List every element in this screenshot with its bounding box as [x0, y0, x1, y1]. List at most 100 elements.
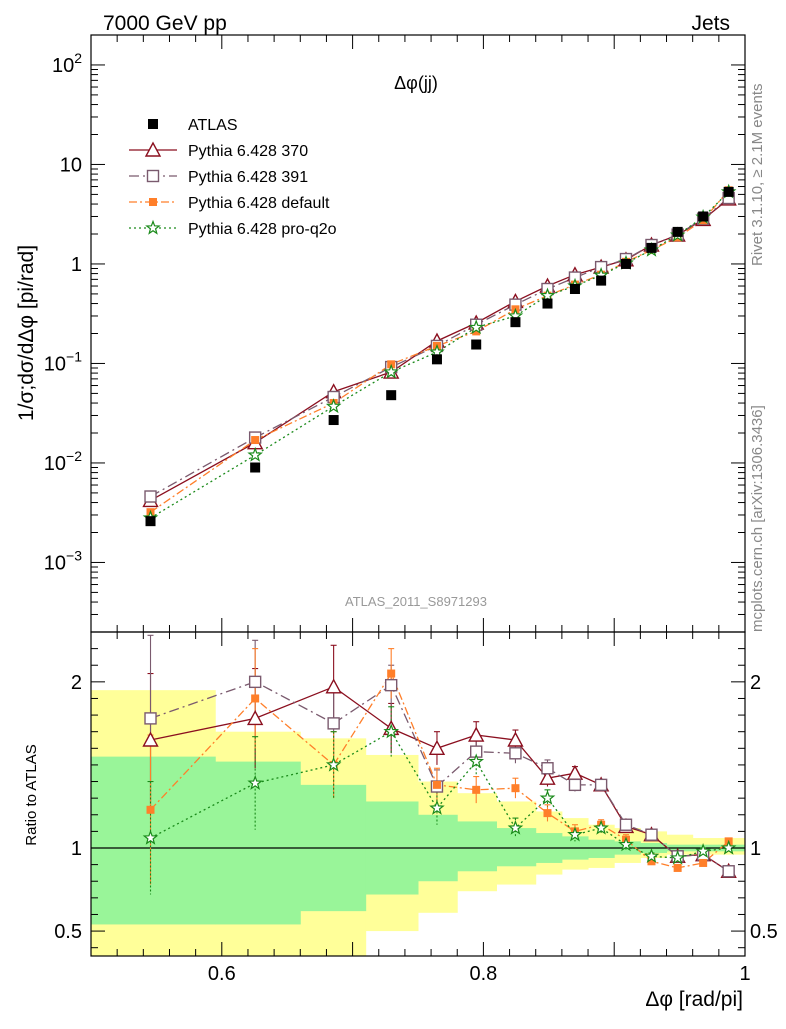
atlas-point-12	[672, 226, 683, 237]
ratio-point-s3-10	[618, 836, 634, 852]
legend-label-0: ATLAS	[188, 117, 238, 134]
ratio-point-s3-12	[669, 849, 686, 865]
atlas-point-4	[431, 354, 442, 365]
header-left-label: 7000 GeV pp	[103, 12, 227, 35]
ratio-point-s0-2	[325, 678, 342, 694]
atlas-point-13	[698, 211, 709, 222]
top-panel-series	[142, 183, 737, 527]
legend-label-3: Pythia 6.428 default	[188, 195, 330, 212]
ratio-point-s1-9	[594, 778, 608, 792]
ratio-point-s3-4	[429, 799, 445, 815]
ratio-ytick-right-0: 0.5	[750, 921, 778, 943]
legend-marker-1	[144, 141, 162, 157]
x-axis-label: Δφ [rad/pi]	[645, 988, 743, 1011]
ratio-bands	[91, 690, 746, 956]
ratio-point-s2-4	[432, 780, 441, 789]
ratio-point-s3-6	[507, 819, 524, 835]
legend-label-2: Pythia 6.428 391	[188, 169, 308, 186]
top-point-s3-7	[539, 287, 556, 303]
top-point-s2-1	[251, 436, 260, 445]
header-right-label: Jets	[691, 12, 730, 35]
atlas-point-6	[510, 317, 521, 328]
inner-band-9	[588, 839, 615, 858]
ratio-point-s2-6	[511, 784, 520, 793]
legend-label-1: Pythia 6.428 370	[188, 143, 308, 160]
top-y-axis-label: 1/σ;dσ/dΔφ [pi/rad]	[15, 245, 38, 421]
ratio-ytick-left-2: 2	[71, 672, 82, 694]
side-label-mcplots: mcplots.cern.ch [arXiv:1306.3436]	[749, 405, 766, 632]
top-panel-axes: 10−3 10−2 10−1 1 10 102	[44, 34, 746, 633]
ratio-point-s1-3	[384, 678, 398, 692]
ratio-point-s3-0	[142, 829, 159, 845]
ratio-point-s3-2	[325, 756, 342, 772]
ratio-ytick-right-1: 1	[750, 838, 761, 860]
x-tick-label-2: 1	[739, 963, 750, 985]
top-panel-title: Δφ(jj)	[394, 73, 438, 93]
atlas-point-10	[620, 258, 631, 269]
ratio-ytick-left-1: 1	[71, 838, 82, 860]
ratio-point-s2-12	[673, 863, 682, 872]
ratio-point-s2-5	[472, 785, 481, 794]
ratio-series	[142, 634, 737, 895]
atlas-point-1	[250, 462, 261, 473]
atlas-point-14	[723, 186, 734, 197]
atlas-point-5	[471, 339, 482, 350]
atlas-point-11	[646, 242, 657, 253]
ratio-point-s1-1	[248, 675, 262, 689]
ratio-point-s2-11	[647, 857, 656, 866]
ratio-point-s2-13	[699, 858, 708, 867]
ratio-point-s0-8	[566, 764, 584, 780]
ratio-point-s1-6	[509, 747, 522, 760]
side-label-rivet: Rivet 3.1.10, ≥ 2.1M events	[749, 84, 766, 267]
bottom-panel-frame	[90, 631, 746, 957]
ratio-point-s0-1	[246, 709, 264, 726]
top-ytick-label-2: 10−1	[44, 348, 82, 375]
inner-band-6	[496, 828, 537, 867]
ratio-point-s0-7	[539, 769, 556, 785]
ratio-point-s3-9	[593, 819, 609, 835]
atlas-point-8	[569, 284, 580, 295]
ratio-point-s3-7	[539, 789, 556, 805]
bottom-panel-axes: 0.6 0.8 10.5 0.51 12 2	[54, 632, 778, 985]
ratio-point-s3-11	[643, 848, 660, 864]
analysis-watermark: ATLAS_2011_S8971293	[345, 594, 487, 609]
x-tick-label-1: 0.8	[469, 963, 497, 985]
top-point-s3-3	[383, 363, 400, 379]
ratio-point-s0-4	[428, 739, 446, 756]
ratio-ytick-right-2: 2	[750, 672, 761, 694]
ratio-point-s2-7	[543, 809, 552, 818]
legend-marker-4	[145, 219, 161, 235]
top-point-s1-0	[144, 490, 157, 503]
ratio-ytick-left-0: 0.5	[54, 921, 82, 943]
top-ytick-label-1: 10−2	[44, 448, 82, 475]
ratio-point-s1-10	[619, 818, 633, 831]
top-ytick-label-4: 10	[60, 154, 82, 176]
ratio-point-s1-11	[645, 828, 658, 841]
atlas-point-9	[596, 275, 607, 286]
inner-band-5	[457, 821, 497, 872]
ratio-point-s1-2	[327, 717, 340, 730]
x-tick-label-0: 0.6	[208, 963, 236, 985]
top-point-s2-5	[472, 327, 481, 336]
ratio-point-s3-13	[695, 843, 711, 859]
ratio-point-s0-6	[507, 731, 524, 747]
top-point-s3-1	[247, 446, 263, 462]
top-point-s3-2	[325, 398, 342, 414]
atlas-point-3	[386, 390, 397, 401]
ratio-point-s1-8	[568, 778, 582, 792]
ratio-point-s1-0	[144, 712, 157, 725]
ratio-point-s3-8	[567, 826, 583, 842]
ratio-point-s2-1	[251, 694, 260, 703]
top-ytick-label-0: 10−3	[44, 547, 82, 574]
inner-band-1	[215, 761, 301, 925]
ratio-point-s1-14	[722, 865, 735, 878]
ratio-point-s3-1	[247, 774, 263, 790]
legend-marker-3	[149, 198, 157, 206]
legend-label-4: Pythia 6.428 pro-q2o	[188, 221, 337, 238]
ratio-point-s3-5	[468, 753, 485, 769]
legend-marker-2	[146, 169, 160, 183]
ratio-point-s3-14	[720, 839, 737, 855]
top-point-s3-5	[468, 319, 485, 335]
